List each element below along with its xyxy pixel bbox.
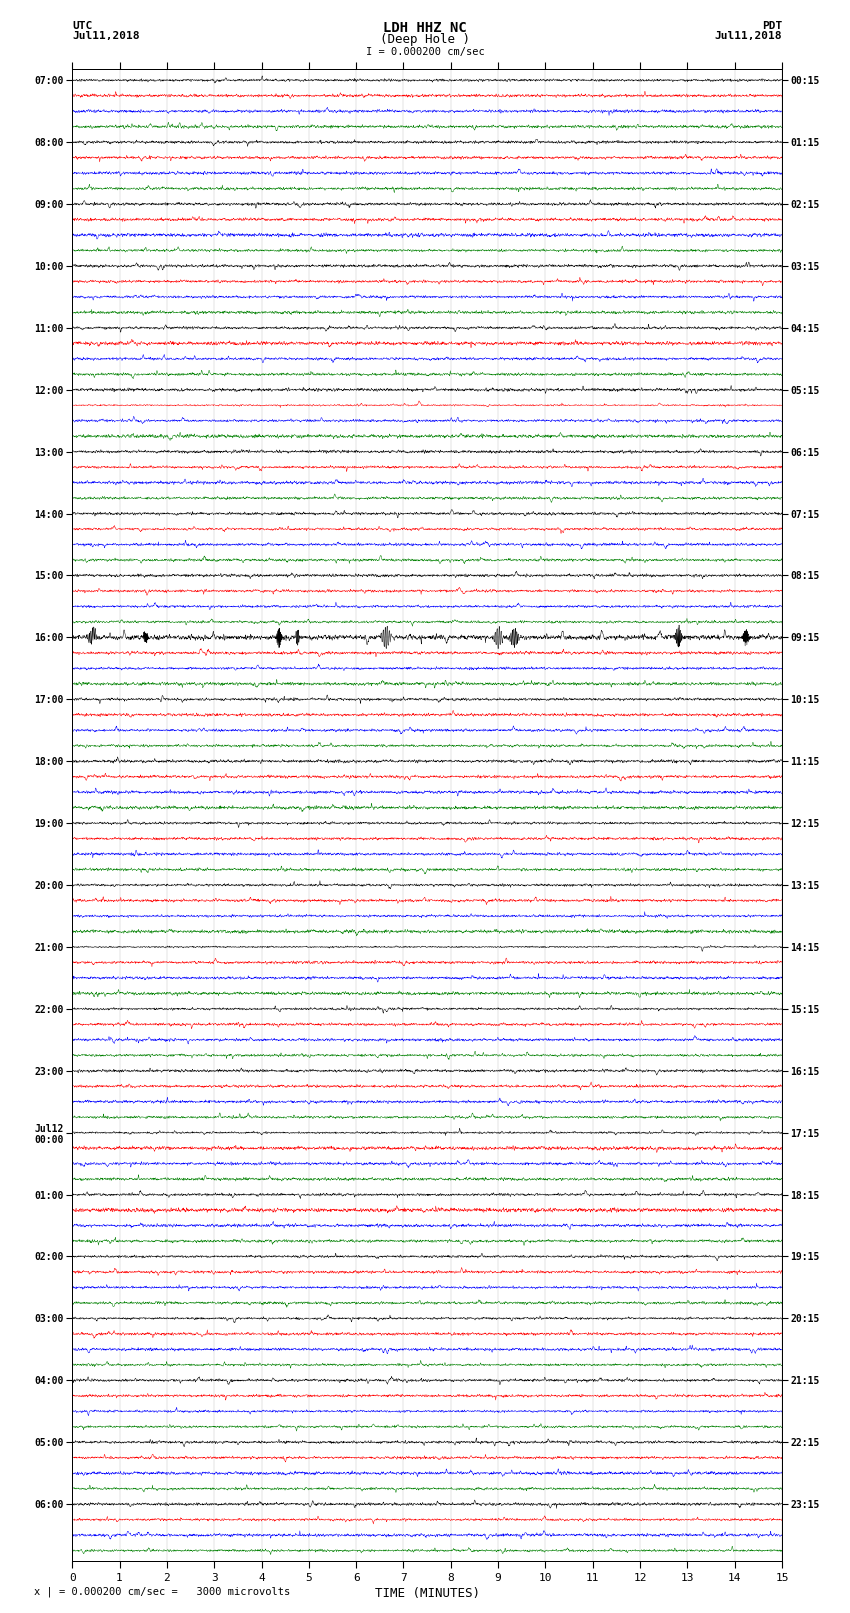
- Text: (Deep Hole ): (Deep Hole ): [380, 32, 470, 45]
- Text: UTC: UTC: [72, 21, 93, 31]
- Text: x | = 0.000200 cm/sec =   3000 microvolts: x | = 0.000200 cm/sec = 3000 microvolts: [34, 1586, 290, 1597]
- Text: PDT: PDT: [762, 21, 782, 31]
- Text: Jul11,2018: Jul11,2018: [715, 31, 782, 40]
- X-axis label: TIME (MINUTES): TIME (MINUTES): [375, 1587, 479, 1600]
- Text: Jul11,2018: Jul11,2018: [72, 31, 139, 40]
- Text: LDH HHZ NC: LDH HHZ NC: [383, 21, 467, 35]
- Text: I = 0.000200 cm/sec: I = 0.000200 cm/sec: [366, 47, 484, 56]
